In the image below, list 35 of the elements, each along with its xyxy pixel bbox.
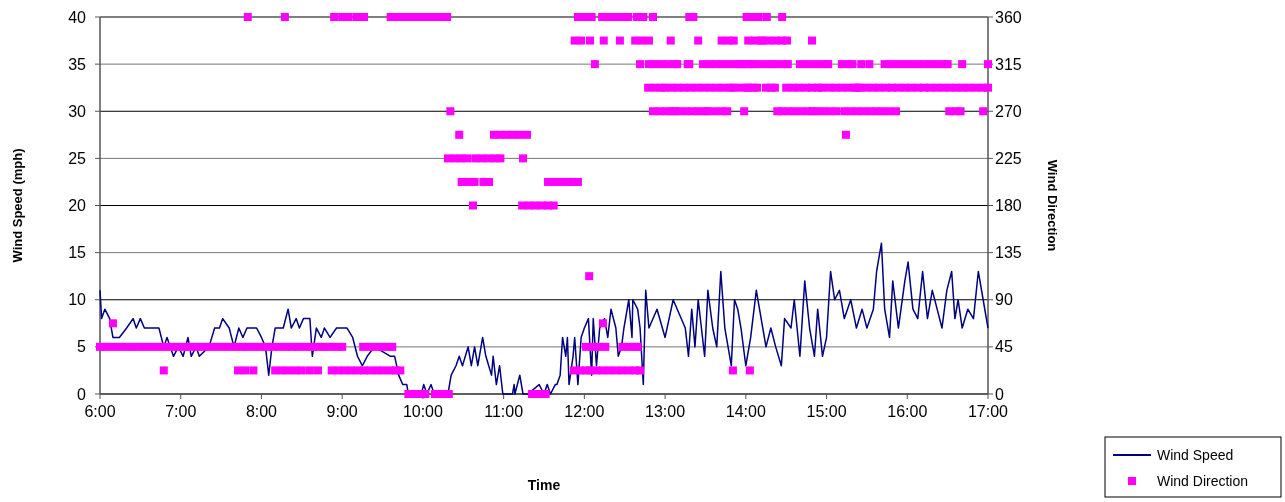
- y2-tick-label: 0: [995, 385, 1004, 403]
- x-tick-label: 16:00: [887, 403, 928, 420]
- y-tick-label: 40: [68, 8, 87, 26]
- y-axis-title: Wind Speed (mph): [10, 148, 25, 263]
- x-tick-label: 6:00: [84, 403, 116, 420]
- y-tick-label: 15: [68, 244, 87, 262]
- y-tick-label: 10: [68, 291, 87, 309]
- legend-label: Wind Speed: [1157, 446, 1234, 463]
- x-axis-title: Time: [527, 477, 561, 493]
- x-tick-label: 13:00: [645, 403, 686, 420]
- x-tick-label: 17:00: [967, 403, 1009, 420]
- y2-tick-label: 135: [995, 244, 1022, 262]
- y2-tick-label: 360: [995, 8, 1022, 26]
- y2-tick-label: 270: [995, 102, 1022, 120]
- legend-label: Wind Direction: [1157, 472, 1249, 489]
- x-tick-label: 8:00: [245, 403, 278, 420]
- y-tick-label: 35: [68, 55, 87, 73]
- y2-axis-title: Wind Direction: [1045, 159, 1060, 252]
- x-tick-label: 10:00: [402, 403, 444, 420]
- y-tick-label: 0: [77, 385, 87, 403]
- x-tick-label: 15:00: [806, 403, 847, 420]
- x-tick-label: 14:00: [725, 403, 766, 420]
- y2-tick-label: 315: [995, 55, 1022, 73]
- y2-tick-label: 225: [995, 149, 1022, 167]
- y-tick-label: 30: [68, 102, 87, 120]
- y2-tick-label: 90: [995, 291, 1013, 309]
- y2-tick-label: 180: [995, 197, 1022, 215]
- y2-tick-label: 45: [995, 338, 1013, 356]
- x-tick-label: 7:00: [165, 403, 197, 420]
- y-tick-label: 25: [68, 149, 87, 167]
- x-tick-label: 9:00: [326, 403, 358, 420]
- y-tick-label: 5: [77, 338, 87, 356]
- x-tick-label: 12:00: [564, 403, 605, 420]
- x-tick-label: 11:00: [484, 403, 524, 420]
- y-tick-label: 20: [68, 197, 87, 215]
